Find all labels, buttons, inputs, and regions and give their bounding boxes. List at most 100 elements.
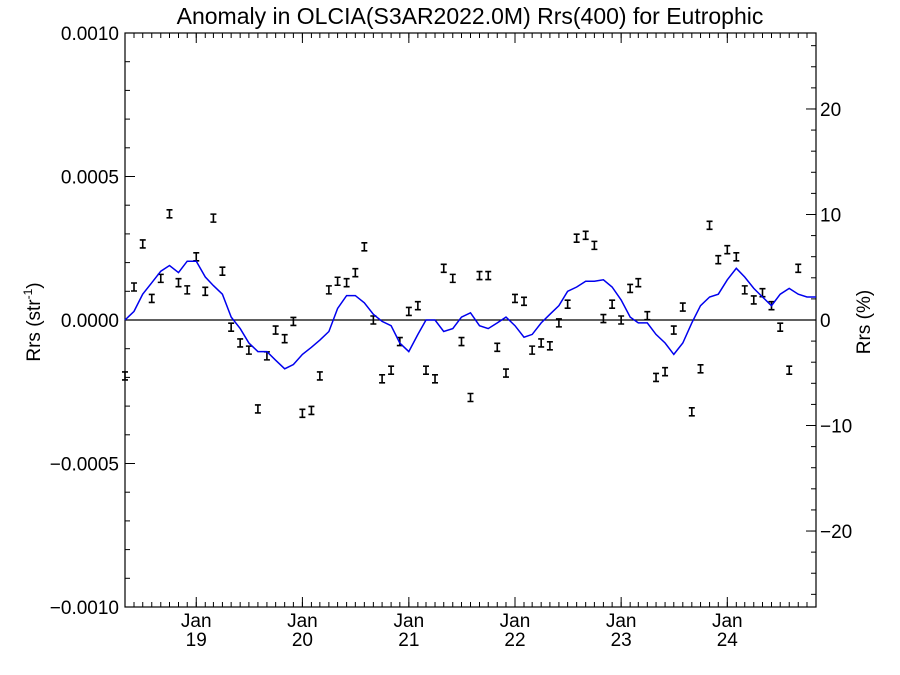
- data-point-errorbar: [458, 336, 465, 347]
- x-tick-month: Jan: [181, 611, 212, 632]
- data-point-errorbar: [564, 299, 571, 310]
- y2-tick-label: 10: [820, 205, 841, 226]
- data-point-errorbar: [414, 300, 421, 311]
- data-point-errorbar: [237, 338, 244, 348]
- data-point-errorbar: [635, 277, 642, 288]
- data-point-errorbar: [352, 267, 359, 278]
- x-tick-month: Jan: [394, 611, 425, 632]
- data-point-errorbar: [122, 371, 128, 381]
- data-point-errorbar: [219, 266, 226, 277]
- y-tick-label: 0.0000: [61, 311, 119, 332]
- data-point-errorbar: [741, 285, 748, 295]
- data-point-errorbar: [325, 285, 332, 295]
- data-point-errorbar: [697, 363, 704, 374]
- data-point-errorbar: [423, 365, 430, 376]
- data-point-errorbar: [308, 405, 315, 416]
- data-point-errorbar: [405, 306, 412, 317]
- x-tick-year: 20: [292, 630, 313, 651]
- data-point-errorbar: [627, 283, 634, 294]
- plot-area: 0.0010 0.0005 0.0000 −0.0005 −0.0010 20 10 0 −10…: [50, 24, 852, 651]
- data-point-errorbar: [653, 372, 660, 383]
- x-tick-month: Jan: [606, 611, 637, 632]
- data-point-errorbar: [546, 341, 553, 351]
- data-point-errorbar: [591, 240, 598, 251]
- data-point-errorbar: [334, 276, 341, 287]
- data-point-errorbar: [139, 239, 146, 249]
- data-point-errorbar: [299, 408, 306, 419]
- data-point-errorbar: [316, 371, 323, 381]
- y-axis-label: Rrs (str-1): [21, 282, 45, 361]
- data-point-errorbar: [679, 302, 686, 312]
- y2-tick-label: −10: [820, 417, 852, 438]
- data-point-errorbar: [662, 366, 669, 377]
- data-point-errorbar: [281, 333, 288, 344]
- data-point-errorbar: [467, 392, 474, 403]
- x-tick-month: Jan: [712, 611, 743, 632]
- data-point-errorbar: [202, 286, 209, 297]
- x-tick-year: 23: [611, 630, 632, 651]
- data-point-errorbar: [582, 230, 589, 241]
- y-tick-label: 0.0010: [61, 24, 119, 45]
- data-point-errorbar: [795, 263, 802, 274]
- y2-axis-label: Rrs (%): [854, 290, 875, 354]
- data-point-errorbar: [131, 282, 138, 292]
- data-point-errorbar: [521, 296, 528, 307]
- y2-tick-label: −20: [820, 522, 852, 543]
- x-tick-year: 21: [398, 630, 419, 651]
- x-tick-year: 19: [186, 630, 207, 651]
- data-point-errorbar: [688, 407, 695, 417]
- data-point-errorbar: [609, 299, 616, 310]
- data-point-errorbar: [777, 322, 784, 332]
- data-point-errorbar: [786, 365, 793, 376]
- data-point-errorbar: [502, 368, 509, 378]
- x-tick-year: 22: [504, 630, 525, 651]
- x-tick-month: Jan: [287, 611, 318, 632]
- data-point-errorbar: [529, 345, 536, 355]
- data-point-errorbar: [440, 263, 447, 274]
- data-point-errorbar: [254, 404, 261, 414]
- y-tick-label: 0.0005: [61, 168, 119, 189]
- data-point-errorbar: [618, 315, 625, 325]
- data-point-errorbar: [494, 342, 501, 353]
- chart-title: Anomaly in OLCIA(S3AR2022.0M) Rrs(400) f…: [177, 3, 764, 29]
- data-point-errorbar: [361, 242, 368, 252]
- data-point-errorbar: [272, 325, 279, 335]
- y-axis-label-suffix: ): [24, 282, 45, 288]
- data-point-errorbar: [432, 374, 439, 384]
- y-tick-label: −0.0005: [50, 455, 119, 476]
- y-axis-label-superscript: -1: [21, 288, 35, 299]
- data-point-errorbar: [573, 233, 580, 244]
- data-point-errorbar: [670, 325, 677, 335]
- data-point-errorbar: [193, 252, 200, 262]
- data-point-errorbar: [388, 365, 395, 376]
- data-point-errorbar: [228, 322, 235, 332]
- data-point-errorbar: [379, 374, 386, 384]
- x-tick-year: 24: [717, 630, 739, 651]
- data-point-errorbar: [343, 277, 350, 288]
- x-tick-month: Jan: [500, 611, 531, 632]
- data-point-errorbar: [449, 273, 456, 284]
- data-point-errorbar: [555, 318, 562, 328]
- data-point-errorbar: [184, 285, 191, 295]
- data-point-errorbar: [290, 316, 297, 327]
- data-point-errorbar: [157, 273, 164, 284]
- data-point-errorbar: [750, 295, 757, 305]
- data-point-errorbar: [538, 338, 545, 348]
- data-point-errorbar: [600, 313, 607, 324]
- data-point-errorbar: [148, 293, 155, 304]
- data-point-errorbar: [715, 254, 722, 265]
- data-point-errorbar: [175, 277, 182, 288]
- anomaly-line: [124, 260, 816, 370]
- data-point-errorbar: [485, 270, 492, 281]
- data-point-errorbar: [210, 213, 217, 223]
- data-point-errorbar: [476, 270, 483, 281]
- data-point-errorbar: [733, 252, 740, 262]
- data-point-errorbar: [706, 220, 713, 231]
- data-point-errorbar: [724, 244, 731, 255]
- data-point-errorbar: [166, 209, 173, 219]
- data-point-errorbar: [644, 310, 651, 321]
- y-tick-label: −0.0010: [50, 598, 119, 619]
- data-point-errorbar: [511, 293, 518, 304]
- y2-tick-label: 20: [820, 100, 841, 121]
